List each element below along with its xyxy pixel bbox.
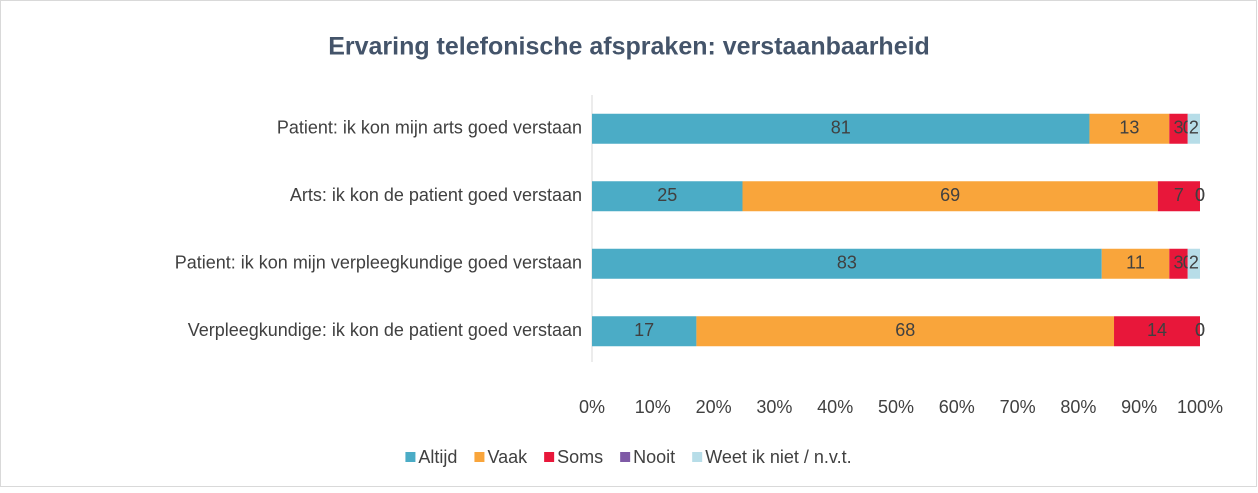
x-tick-label: 90% <box>1121 397 1157 417</box>
chart-title: Ervaring telefonische afspraken: verstaa… <box>328 33 930 61</box>
bar-segment <box>1101 248 1170 279</box>
bar-segment <box>592 316 697 347</box>
legend-swatch <box>620 452 631 462</box>
x-tick-label: 40% <box>817 397 853 417</box>
data-label: 3 <box>1173 118 1183 138</box>
y-tick-label: Patient: ik kon mijn verpleegkundige goe… <box>175 253 582 273</box>
legend-label: Soms <box>557 447 603 467</box>
x-tick-label: 10% <box>635 397 671 417</box>
data-label: 2 <box>1189 118 1199 138</box>
x-tick-label: 0% <box>579 397 605 417</box>
data-label: 0 <box>1195 320 1205 340</box>
data-label: 0 <box>1195 320 1205 340</box>
data-label: 13 <box>1119 118 1139 138</box>
x-tick-label: 20% <box>696 397 732 417</box>
bar-segment <box>1169 248 1188 279</box>
x-tick-label: 60% <box>939 397 975 417</box>
legend-label: Nooit <box>633 447 675 467</box>
data-label: 14 <box>1147 320 1167 340</box>
bar-segment <box>592 248 1102 279</box>
legend-label: Vaak <box>487 447 528 467</box>
bar-segment <box>696 316 1115 347</box>
x-tick-label: 30% <box>756 397 792 417</box>
data-label: 81 <box>831 118 851 138</box>
data-label: 25 <box>657 185 677 205</box>
x-tick-label: 50% <box>878 397 914 417</box>
bar-segment <box>1169 113 1188 144</box>
bar-segment <box>592 181 743 212</box>
bar-segment <box>1157 181 1200 212</box>
data-label: 69 <box>940 185 960 205</box>
x-tick-label: 80% <box>1060 397 1096 417</box>
data-label: 3 <box>1173 253 1183 273</box>
data-label: 83 <box>837 253 857 273</box>
y-tick-label: Arts: ik kon de patient goed verstaan <box>290 185 582 205</box>
bar-segment <box>1114 316 1200 347</box>
data-label: 0 <box>1195 185 1205 205</box>
bar-segment <box>1187 248 1200 279</box>
legend-swatch <box>405 452 416 462</box>
bar-segment <box>592 113 1090 144</box>
legend-swatch <box>692 452 703 462</box>
bar-segment <box>1089 113 1170 144</box>
bar-segment <box>1187 113 1200 144</box>
data-label: 0 <box>1195 185 1205 205</box>
legend-label: Altijd <box>418 447 457 467</box>
legend-swatch <box>544 452 555 462</box>
bar-segment <box>742 181 1158 212</box>
y-tick-label: Verpleegkundige: ik kon de patient goed … <box>188 320 582 340</box>
data-label: 2 <box>1189 253 1199 273</box>
data-label: 17 <box>634 320 654 340</box>
data-label: 7 <box>1174 185 1184 205</box>
legend-label: Weet ik niet / n.v.t. <box>705 447 851 467</box>
x-tick-label: 100% <box>1177 397 1223 417</box>
legend-swatch <box>474 452 485 462</box>
data-label: 11 <box>1126 253 1145 273</box>
data-label: 68 <box>895 320 915 340</box>
x-tick-label: 70% <box>1000 397 1036 417</box>
y-tick-label: Patient: ik kon mijn arts goed verstaan <box>277 118 582 138</box>
